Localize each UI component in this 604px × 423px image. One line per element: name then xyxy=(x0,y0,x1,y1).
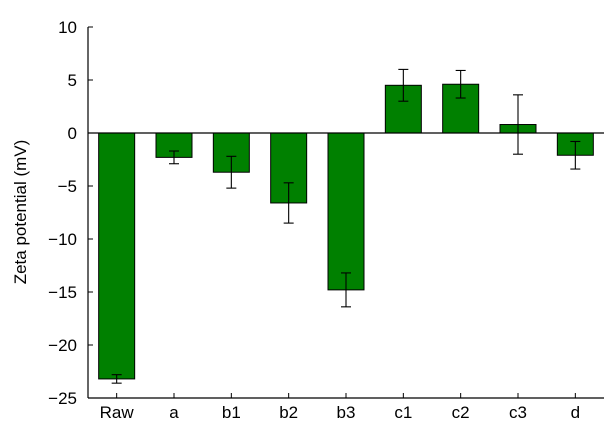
error-bar-c1 xyxy=(398,68,409,102)
y-tick-label: −10 xyxy=(48,230,77,249)
y-axis-title: Zeta potential (mV) xyxy=(11,140,30,285)
error-bar-d xyxy=(570,140,581,170)
y-tick-label: −15 xyxy=(48,283,77,302)
error-bar-c3 xyxy=(513,94,523,155)
error-bar-b2 xyxy=(283,182,294,224)
x-tick-label-Raw: Raw xyxy=(100,403,135,422)
x-tick-label-c3: c3 xyxy=(509,403,527,422)
y-tick-label: −5 xyxy=(58,177,77,196)
x-tick-label-b2: b2 xyxy=(279,403,298,422)
y-tick-label: 0 xyxy=(68,124,77,143)
x-tick-label-c1: c1 xyxy=(394,403,412,422)
bar-Raw xyxy=(98,132,136,380)
y-tick-label: −20 xyxy=(48,336,77,355)
x-tick-label-a: a xyxy=(169,403,179,422)
error-bar-b1 xyxy=(226,155,237,189)
y-tick-label: 5 xyxy=(68,71,77,90)
bar-b3 xyxy=(327,132,365,291)
x-tick-label-b3: b3 xyxy=(337,403,356,422)
x-tick-label-d: d xyxy=(571,403,580,422)
y-tick-label: −25 xyxy=(48,389,77,408)
error-bar-a xyxy=(169,150,179,165)
x-tick-label-b1: b1 xyxy=(222,403,241,422)
error-bar-b3 xyxy=(341,272,351,308)
error-bar-c2 xyxy=(455,69,466,99)
y-axis-ticks: 10 5 0 −5 −10 −15 −20 −25 xyxy=(48,18,93,408)
y-tick-label: 10 xyxy=(58,18,77,37)
x-axis-ticks: Raw a b1 b2 b3 c1 c2 c3 d xyxy=(100,393,580,422)
x-tick-label-c2: c2 xyxy=(452,403,470,422)
bars-group xyxy=(98,68,594,384)
error-bar-Raw xyxy=(111,374,122,384)
